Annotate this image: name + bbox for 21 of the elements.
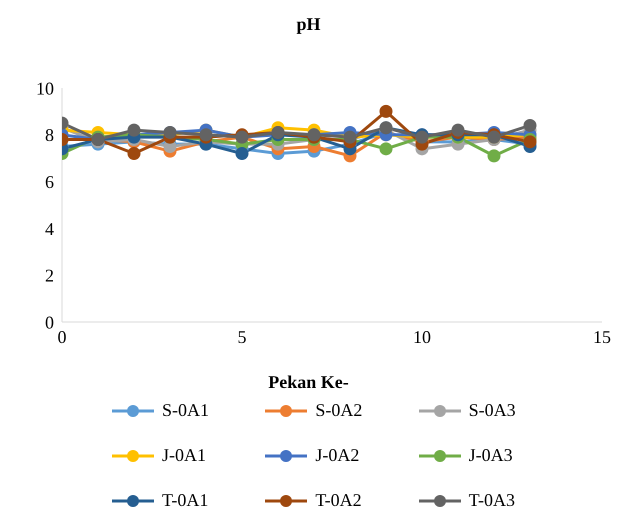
legend-label: S-0A3	[468, 400, 516, 421]
legend-label: T-0A2	[315, 490, 362, 511]
y-tick-label: 4	[45, 218, 54, 239]
legend-label: J-0A1	[162, 445, 206, 466]
chart-title: pH	[295, 14, 322, 35]
x-tick-label: 0	[58, 326, 66, 347]
legend-label: J-0A3	[468, 445, 513, 466]
x-axis-title: Pekan Ke-	[267, 372, 350, 393]
y-tick-label: 6	[45, 172, 54, 192]
x-tick-label: 10	[413, 326, 431, 347]
legend-label: J-0A2	[315, 445, 360, 466]
x-tick-label: 5	[238, 326, 246, 347]
y-tick-label: 8	[45, 125, 54, 146]
x-tick-label: 15	[593, 326, 611, 347]
legend-label: T-0A1	[162, 490, 208, 511]
y-tick-label: 0	[45, 312, 54, 332]
y-tick-label: 10	[36, 78, 54, 98]
y-tick-label: 2	[45, 266, 54, 286]
legend-label: S-0A1	[162, 400, 210, 421]
legend-label: T-0A3	[468, 490, 515, 511]
legend-label: S-0A2	[315, 400, 362, 421]
